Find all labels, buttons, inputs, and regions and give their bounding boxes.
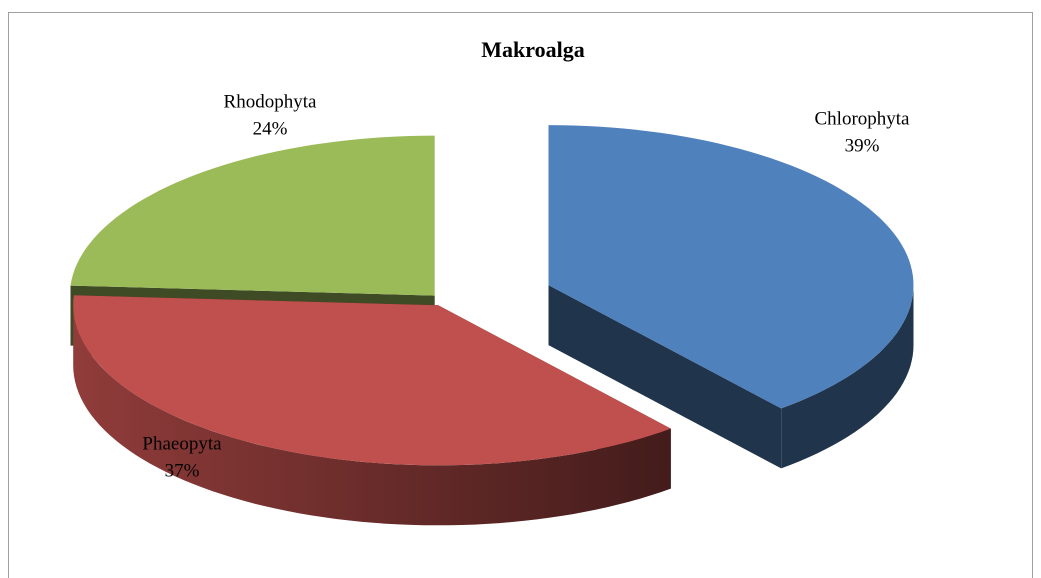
slice-value-label: 39% <box>845 135 880 156</box>
slice-side <box>548 285 782 469</box>
slice-top <box>70 135 435 296</box>
chart-title: Makroalga <box>481 37 584 62</box>
slice <box>73 295 671 526</box>
slice-top <box>548 125 914 409</box>
slice-top <box>73 295 671 466</box>
slice-wall <box>73 305 671 526</box>
slice-label: Chlorophyta <box>815 108 911 129</box>
slice-label: Rhodophyta <box>224 91 317 112</box>
slice <box>548 125 914 469</box>
slice-label: Phaeopyta <box>142 433 222 454</box>
slice-value-label: 24% <box>253 118 288 139</box>
slice-wall <box>781 285 914 469</box>
slice-value-label: 37% <box>165 460 200 481</box>
